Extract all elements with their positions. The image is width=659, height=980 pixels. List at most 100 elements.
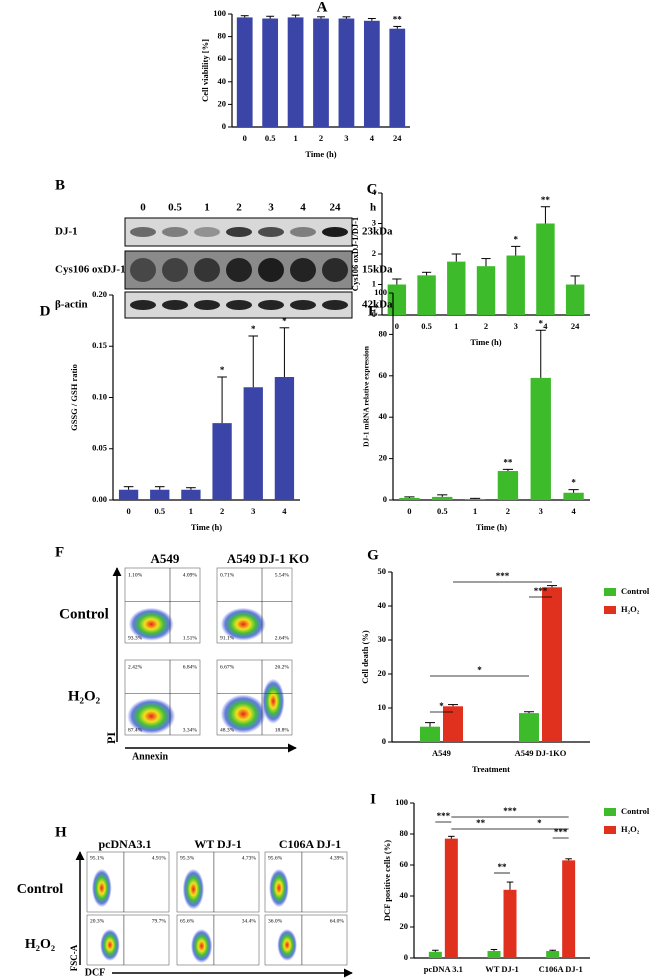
quadrant-percent: 4.91% [152, 855, 167, 861]
lane-label: 1 [204, 202, 210, 214]
quadrant-percent: 6.67% [220, 664, 235, 670]
x-tick-label: 0 [126, 506, 130, 516]
quadrant-percent: 0.71% [220, 572, 235, 578]
bar [387, 284, 407, 315]
significance: ** [476, 818, 486, 828]
y-tick-label: 100 [374, 287, 387, 297]
quadrant-percent: 95.3% [180, 855, 195, 861]
panel-letter: F [55, 544, 64, 560]
quadrant-percent: 20.3% [90, 918, 105, 924]
panel-letter: B [55, 177, 65, 193]
row-label: H₂O₂ [68, 688, 101, 704]
density [220, 694, 266, 734]
y-tick-label: 20 [379, 453, 388, 463]
row-label: Control [17, 882, 64, 897]
legend-label: H₂O₂ [621, 824, 640, 834]
x-tick-label: 24 [571, 321, 580, 331]
x-tick-label: 3 [514, 321, 518, 331]
band [130, 227, 156, 237]
y-tick-label: 20 [378, 668, 387, 678]
quadrant-percent: 1.10% [128, 572, 143, 578]
quadrant-percent: 93.3% [128, 635, 143, 641]
quadrant-percent: 65.6% [180, 918, 195, 924]
quadrant-percent: 79.7% [152, 918, 167, 924]
lane-label: 24 [330, 202, 342, 214]
quadrant-percent: 34.4% [242, 918, 257, 924]
bar [503, 889, 517, 958]
y-axis-label: Cell viability [%] [200, 39, 210, 102]
bar [262, 18, 279, 127]
bar [118, 489, 139, 500]
significance: *** [554, 827, 568, 837]
band [226, 300, 252, 310]
y-tick-label: 3 [372, 217, 376, 227]
y-tick-label: 0.05 [92, 443, 107, 453]
band [226, 258, 252, 282]
bar [363, 20, 380, 128]
significance: * [220, 365, 225, 375]
significance: * [282, 316, 287, 326]
x-tick-label: 1 [473, 506, 477, 516]
row-label: β-actin [55, 299, 88, 311]
band [322, 258, 348, 282]
x-tick-label: 0 [395, 321, 399, 331]
panel-letter: E [368, 303, 378, 319]
size-label: 42kDa [362, 299, 393, 311]
significance: ** [393, 14, 403, 24]
quadrant-percent: 3.34% [183, 727, 198, 733]
quadrant-percent: 2.42% [128, 664, 143, 670]
lane-label: 4 [300, 202, 306, 214]
y-tick-label: 10 [378, 702, 387, 712]
bar [274, 377, 295, 500]
band [290, 227, 316, 237]
quadrant-percent: 18.8% [275, 727, 290, 733]
y-axis-label: GSSG / GSH ratio [69, 364, 79, 431]
density [269, 868, 289, 908]
y-axis-label: Cys106 oxDJ-1/DJ-1 [350, 217, 360, 291]
x-tick-label: 0.5 [421, 321, 432, 331]
significance: ** [498, 862, 508, 872]
y-tick-label: 60 [379, 370, 388, 380]
legend-swatch [604, 808, 616, 816]
bar [389, 28, 406, 127]
density [220, 607, 266, 641]
bar [428, 951, 442, 958]
band [162, 300, 188, 310]
x-tick-label: A549 [432, 748, 451, 758]
column-label: WT DJ-1 [194, 837, 241, 851]
density [91, 868, 112, 908]
y-tick-label: 100 [395, 797, 408, 807]
band [258, 300, 284, 310]
bar [432, 496, 453, 500]
x-tick-label: A549 DJ-1KO [515, 748, 567, 758]
x-axis-label: Time (h) [191, 522, 222, 532]
column-label: A549 [151, 551, 180, 566]
y-tick-label: 50 [378, 566, 387, 576]
row-label: Control [59, 606, 109, 622]
significance: * [539, 318, 544, 328]
lane-label: 3 [268, 202, 274, 214]
x-tick-label: 4 [571, 506, 576, 516]
row-label: Cys106 oxDJ-1 [55, 264, 126, 276]
y-tick-label: 0 [404, 952, 408, 962]
y-tick-label: 60 [218, 53, 227, 63]
quadrant-percent: 64.0% [330, 918, 345, 924]
bar [487, 951, 501, 958]
column-label: A549 DJ-1 KO [227, 551, 309, 566]
blot-strip [124, 217, 353, 247]
legend-swatch [604, 826, 616, 834]
bar [530, 377, 551, 500]
y-tick-label: 40 [400, 890, 409, 900]
y-tick-label: 80 [400, 828, 409, 838]
y-tick-label: 0 [382, 736, 386, 746]
quadrant-percent: 4.73% [242, 855, 257, 861]
significance: *** [437, 811, 451, 821]
significance: * [537, 818, 542, 828]
quadrant-percent: 4.39% [330, 855, 345, 861]
quadrant-percent: 95.1% [90, 855, 105, 861]
legend-label: H₂O₂ [621, 604, 640, 614]
significance: * [571, 478, 576, 488]
bar [236, 17, 253, 127]
bar [519, 713, 539, 742]
x-tick-label: 0 [243, 133, 247, 143]
